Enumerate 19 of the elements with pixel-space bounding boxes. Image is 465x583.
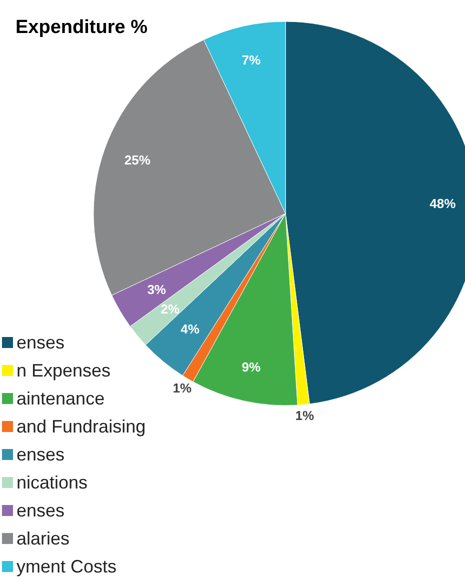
data-label: 48% bbox=[430, 196, 456, 212]
legend-label: alaries bbox=[16, 528, 70, 548]
chart-title: Expenditure % bbox=[16, 17, 148, 38]
data-label: 4% bbox=[180, 321, 200, 336]
data-label: 9% bbox=[242, 360, 261, 375]
data-label: 1% bbox=[172, 380, 192, 396]
legend-label: aintenance bbox=[16, 388, 105, 408]
data-label: 7% bbox=[242, 52, 261, 68]
data-label: 25% bbox=[124, 152, 151, 168]
legend-label: and Fundraising bbox=[16, 416, 146, 436]
legend-label: n Expenses bbox=[16, 360, 111, 380]
data-label: 3% bbox=[147, 282, 166, 298]
data-label: 1% bbox=[295, 408, 314, 424]
legend-label: enses bbox=[16, 500, 65, 520]
legend-label: yment Costs bbox=[16, 556, 117, 576]
legend-label: enses bbox=[16, 444, 65, 464]
legend-label: enses bbox=[16, 332, 65, 352]
legend-label: nications bbox=[16, 472, 88, 492]
data-label: 2% bbox=[160, 301, 180, 316]
